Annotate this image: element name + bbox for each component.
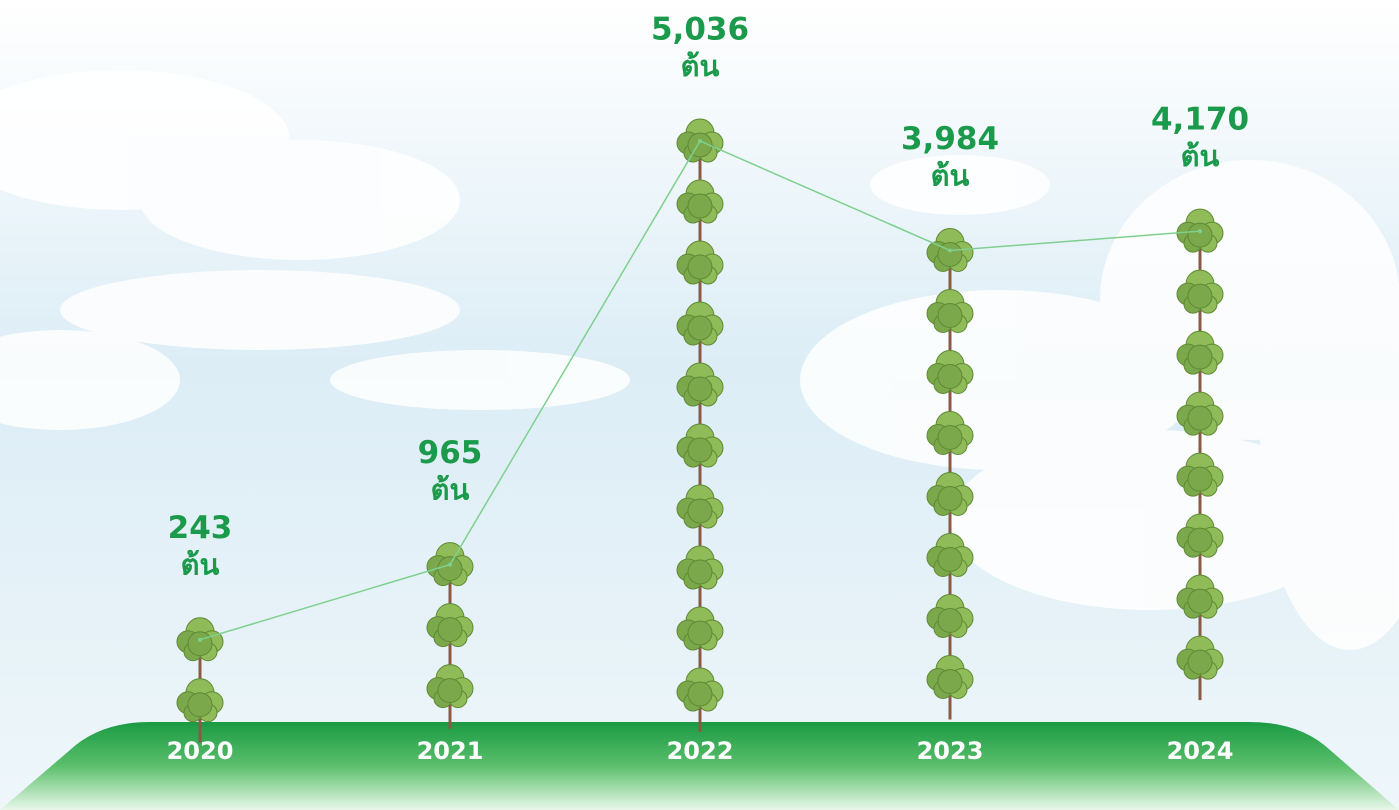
data-point	[698, 139, 702, 143]
unit-label: ต้น	[1181, 139, 1220, 173]
tree-leaf	[1188, 284, 1212, 308]
data-point	[1198, 229, 1202, 233]
tree-leaf	[1188, 528, 1212, 552]
chart: 243ต้น2020965ต้น20215,036ต้น20223,984ต้น…	[0, 0, 1399, 810]
data-point	[448, 563, 452, 567]
unit-label: ต้น	[931, 158, 970, 192]
tree-leaf	[688, 560, 712, 584]
unit-label: ต้น	[431, 473, 470, 507]
tree-leaf	[938, 608, 962, 632]
value-label: 243	[168, 510, 233, 546]
data-point	[198, 638, 202, 642]
data-point	[948, 248, 952, 252]
unit-label: ต้น	[681, 49, 720, 83]
tree-leaf	[438, 679, 462, 703]
x-tick-label: 2023	[917, 737, 984, 765]
tree-leaf	[688, 377, 712, 401]
tree-leaf	[438, 557, 462, 581]
tree-leaf	[688, 194, 712, 218]
tree-leaf	[1188, 467, 1212, 491]
tree-leaf	[1188, 406, 1212, 430]
page: {"chart_data": {"type": "pictogram-line"…	[0, 0, 1399, 810]
tree-leaf	[1188, 650, 1212, 674]
x-tick-label: 2021	[417, 737, 484, 765]
x-tick-label: 2022	[667, 737, 734, 765]
value-label: 3,984	[901, 121, 999, 157]
tree-leaf	[188, 632, 212, 656]
tree-leaf	[938, 547, 962, 571]
tree-leaf	[938, 425, 962, 449]
tree-leaf	[938, 364, 962, 388]
tree-leaf	[688, 438, 712, 462]
value-label: 965	[418, 435, 483, 471]
x-tick-label: 2020	[167, 737, 234, 765]
value-label: 4,170	[1151, 102, 1249, 138]
value-label: 5,036	[651, 12, 749, 48]
tree-leaf	[438, 618, 462, 642]
tree-leaf	[688, 255, 712, 279]
tree-leaf	[938, 669, 962, 693]
tree-leaf	[938, 486, 962, 510]
ground	[0, 722, 1399, 810]
tree-leaf	[688, 621, 712, 645]
tree-leaf	[1188, 345, 1212, 369]
tree-leaf	[938, 303, 962, 327]
x-tick-label: 2024	[1167, 737, 1234, 765]
tree-leaf	[688, 316, 712, 340]
tree-leaf	[688, 682, 712, 706]
tree-leaf	[688, 499, 712, 523]
tree-leaf	[1188, 589, 1212, 613]
unit-label: ต้น	[181, 548, 220, 582]
tree-leaf	[188, 693, 212, 717]
tree-leaf	[1188, 223, 1212, 247]
